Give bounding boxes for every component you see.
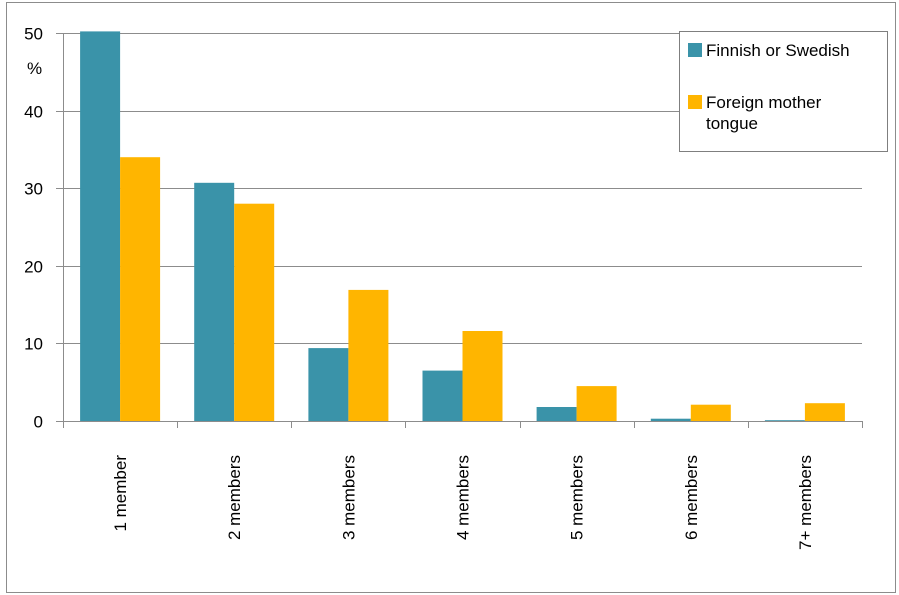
legend-swatch-finnish-or-swedish: [688, 43, 702, 57]
bar-finnish-or-swedish: [764, 420, 805, 421]
x-tick-label: 4 members: [454, 455, 473, 540]
legend-label: tongue: [706, 114, 758, 133]
bars: [80, 31, 845, 422]
bar-finnish-or-swedish: [422, 370, 463, 421]
bar-foreign-mother-tongue: [234, 203, 275, 421]
legend-label: Finnish or Swedish: [706, 41, 850, 60]
x-tick-label: 3 members: [339, 455, 358, 540]
y-tick-label: 20: [24, 258, 43, 277]
legend-label: Foreign mother: [706, 93, 822, 112]
bar-finnish-or-swedish: [308, 348, 349, 421]
bar-foreign-mother-tongue: [120, 157, 161, 421]
legend-box: [679, 31, 888, 152]
bar-foreign-mother-tongue: [804, 403, 845, 421]
bar-foreign-mother-tongue: [462, 331, 503, 421]
x-tick-label: 6 members: [682, 455, 701, 540]
bar-foreign-mother-tongue: [576, 386, 617, 421]
bar-finnish-or-swedish: [536, 407, 577, 421]
y-tick-label: 10: [24, 335, 43, 354]
y-axis-label: %: [27, 59, 42, 78]
y-tick-label: 50: [24, 25, 43, 44]
legend: Finnish or Swedish Foreign mother tongue: [679, 31, 888, 152]
bar-finnish-or-swedish: [194, 182, 235, 421]
x-tick-label: 5 members: [568, 455, 587, 540]
bar-foreign-mother-tongue: [690, 404, 731, 421]
y-tick-label: 30: [24, 180, 43, 199]
y-tick-label: 40: [24, 103, 43, 122]
bar-finnish-or-swedish: [80, 31, 121, 422]
legend-swatch-foreign-mother-tongue: [688, 95, 702, 109]
axes: 0 10 20 30 40 50 1 member 2 members 3 members 4 m…: [24, 25, 863, 550]
x-tick-label: 7+ members: [796, 455, 815, 550]
x-tick-label: 2 members: [225, 455, 244, 540]
bar-foreign-mother-tongue: [348, 289, 389, 421]
bar-finnish-or-swedish: [650, 418, 691, 421]
y-tick-label: 0: [34, 413, 43, 432]
x-tick-label: 1 member: [111, 455, 130, 532]
